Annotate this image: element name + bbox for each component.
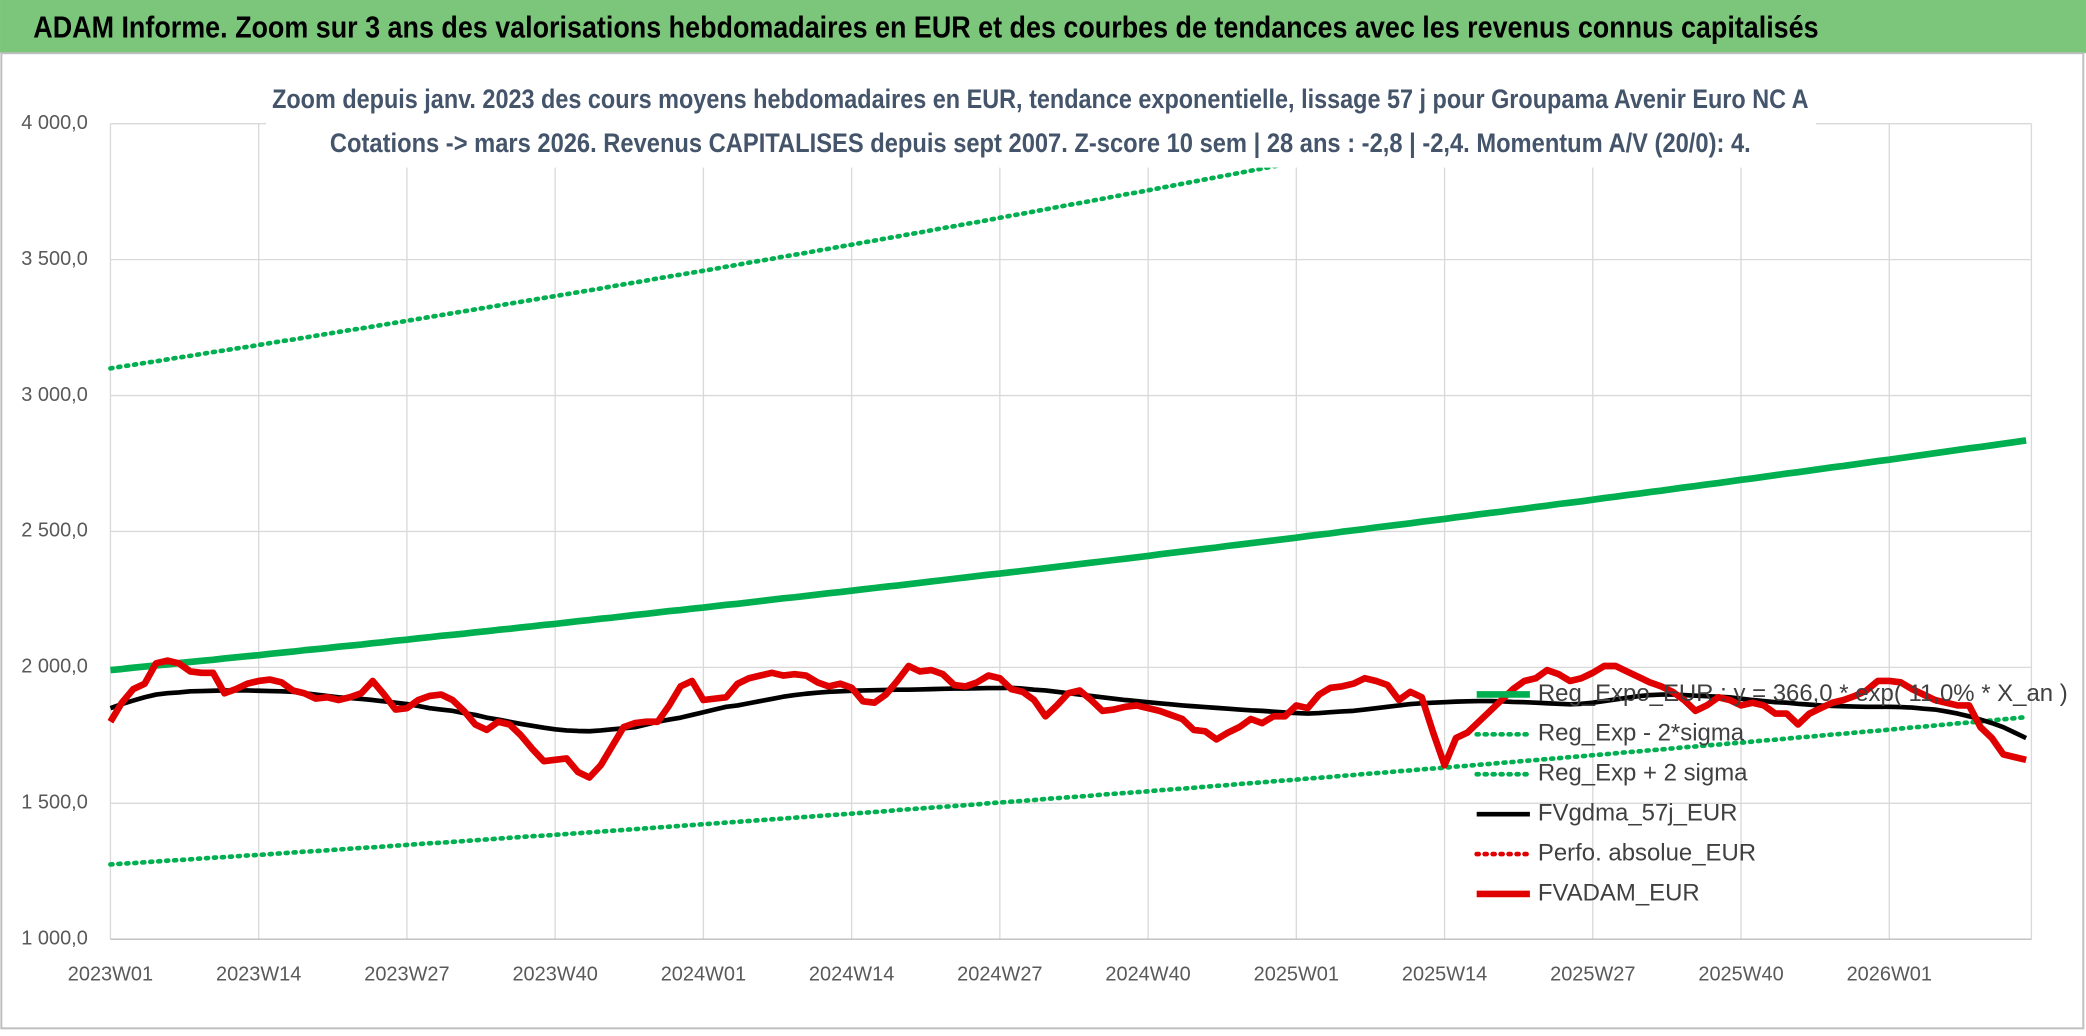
y-tick-label: 1 500,0 bbox=[21, 792, 88, 814]
series-line bbox=[108, 123, 1502, 371]
x-tick-label: 2024W27 bbox=[957, 963, 1042, 985]
chart-title: Zoom depuis janv. 2023 des cours moyens … bbox=[272, 84, 1809, 114]
chart-subtitle: Cotations -> mars 2026. Revenus CAPITALI… bbox=[330, 128, 1751, 158]
legend-label: Reg_Exp - 2*sigma bbox=[1538, 720, 1745, 747]
grid: 1 000,0 1 500,0 2 000,0 2 500,0 3 000,0 3 500… bbox=[21, 112, 2033, 985]
banner-bar bbox=[0, 0, 2086, 54]
x-tick-label: 2025W40 bbox=[1698, 963, 1783, 985]
y-tick-label: 3 500,0 bbox=[21, 248, 88, 270]
y-tick-label: 2 000,0 bbox=[21, 656, 88, 678]
y-tick-label: 3 000,0 bbox=[21, 384, 88, 406]
x-tick-label: 2025W27 bbox=[1550, 963, 1635, 985]
x-tick-label: 2023W27 bbox=[364, 963, 449, 985]
x-tick-label: 2024W14 bbox=[809, 963, 894, 985]
legend: Reg_Expo_EUR : y = 366,0 * exp( 11,0% * … bbox=[1474, 680, 2068, 906]
title-box bbox=[266, 77, 1816, 168]
y-tick-label: 1 000,0 bbox=[21, 927, 88, 949]
legend-label: Reg_Exp + 2 sigma bbox=[1538, 760, 1748, 787]
banner-title: ADAM Informe. Zoom sur 3 ans des valoris… bbox=[33, 10, 1818, 44]
x-tick-label: 2023W01 bbox=[68, 963, 153, 985]
y-tick-label: 4 000,0 bbox=[21, 112, 88, 134]
x-tick-label: 2023W14 bbox=[216, 963, 301, 985]
legend-label: FVgdma_57j_EUR bbox=[1538, 799, 1738, 826]
x-tick-label: 2024W01 bbox=[661, 963, 746, 985]
legend-label: Reg_Expo_EUR : y = 366,0 * exp( 11,0% * … bbox=[1538, 680, 2068, 707]
x-tick-label: 2023W40 bbox=[512, 963, 597, 985]
y-tick-label: 2 500,0 bbox=[21, 520, 88, 542]
series-line bbox=[108, 714, 2029, 867]
x-tick-label: 2025W14 bbox=[1402, 963, 1487, 985]
x-tick-label: 2026W01 bbox=[1847, 963, 1932, 985]
series-line bbox=[107, 657, 2027, 781]
x-tick-label: 2024W40 bbox=[1105, 963, 1190, 985]
plot bbox=[107, 123, 2029, 867]
chart-frame bbox=[0, 52, 2085, 1030]
legend-label: FVADAM_EUR bbox=[1538, 879, 1700, 906]
series-line bbox=[110, 437, 2027, 674]
x-tick-label: 2025W01 bbox=[1254, 963, 1339, 985]
legend-label: Perfo. absolue_EUR bbox=[1538, 839, 1756, 866]
